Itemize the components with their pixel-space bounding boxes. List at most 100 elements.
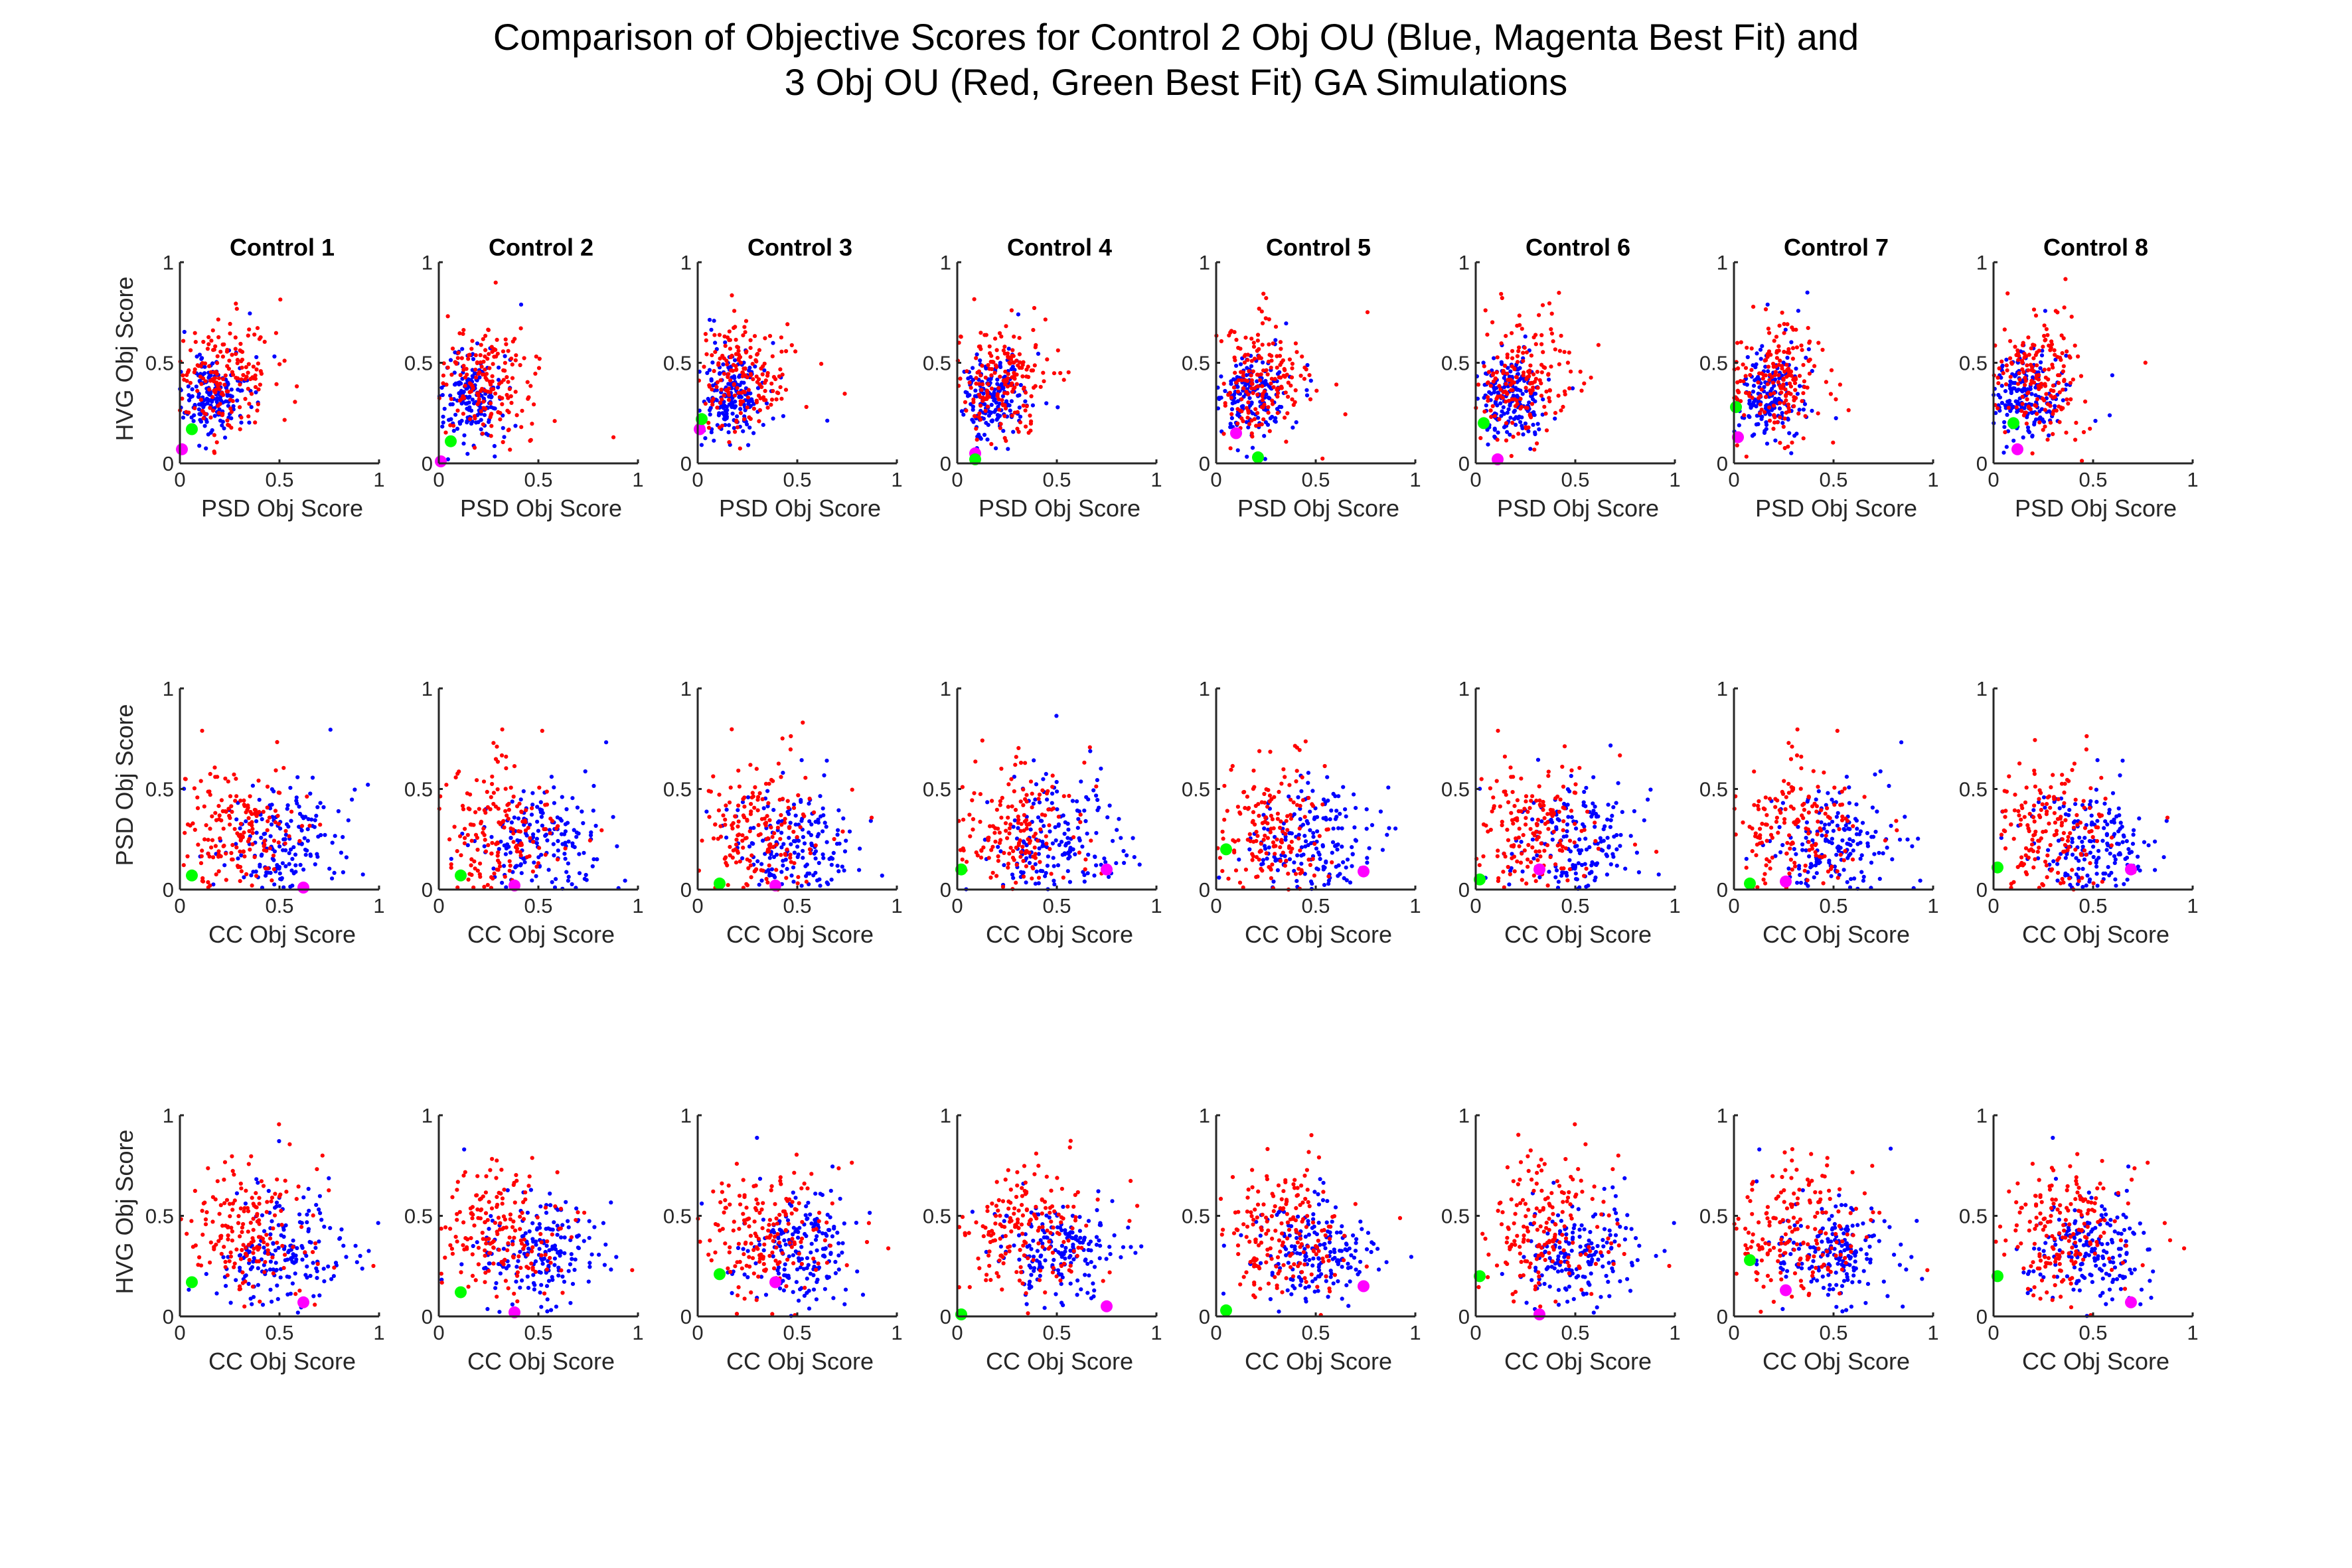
- red-point: [588, 838, 593, 843]
- red-point: [2025, 363, 2029, 368]
- red-point: [1009, 777, 1014, 781]
- blue-point: [707, 408, 712, 413]
- y-tick-label: 0.5: [1699, 352, 1728, 375]
- blue-point: [1487, 390, 1492, 394]
- red-point: [2046, 377, 2051, 382]
- red-point: [750, 791, 755, 795]
- red-point: [455, 408, 460, 413]
- blue-point: [522, 860, 527, 864]
- red-point: [1235, 389, 1241, 394]
- red-point: [473, 832, 479, 837]
- red-point: [1761, 376, 1765, 381]
- blue-point: [1794, 431, 1799, 436]
- blue-point: [1331, 826, 1336, 831]
- blue-point: [350, 797, 354, 802]
- red-point: [1249, 378, 1254, 383]
- red-point: [224, 851, 228, 856]
- red-point: [234, 845, 239, 850]
- red-point: [206, 335, 211, 339]
- blue-point: [821, 806, 825, 811]
- red-point: [444, 783, 449, 787]
- blue-point: [286, 824, 291, 829]
- red-point: [1236, 378, 1241, 382]
- blue-point: [254, 354, 259, 360]
- red-point: [1556, 394, 1561, 398]
- red-point: [1001, 348, 1006, 353]
- red-point: [734, 420, 739, 424]
- red-point: [752, 869, 757, 874]
- blue-point: [1271, 879, 1276, 884]
- green-best-fit-point: [1478, 417, 1490, 430]
- y-axis-label: HVG Obj Score: [111, 276, 138, 441]
- red-point: [256, 402, 260, 407]
- blue-point: [217, 407, 222, 412]
- red-point: [1300, 354, 1304, 359]
- red-point: [1250, 434, 1255, 439]
- red-point: [1320, 456, 1325, 461]
- blue-point: [1593, 878, 1597, 883]
- y-tick-label: 0: [422, 878, 433, 902]
- blue-point: [1786, 417, 1790, 422]
- blue-point: [1496, 430, 1500, 435]
- blue-point: [580, 809, 584, 814]
- blue-point: [1608, 743, 1613, 748]
- red-point: [1549, 327, 1553, 331]
- blue-point: [1093, 854, 1097, 859]
- red-point: [228, 331, 232, 336]
- blue-point: [2030, 433, 2035, 438]
- blue-point: [1537, 427, 1541, 431]
- red-point: [1824, 380, 1828, 384]
- x-axis-label: PSD Obj Score: [719, 495, 881, 522]
- red-point: [265, 805, 270, 810]
- red-point: [1232, 850, 1237, 855]
- red-point: [187, 368, 191, 373]
- y-tick-label: 1: [1976, 251, 1988, 274]
- blue-point: [277, 844, 282, 849]
- blue-point: [530, 803, 535, 807]
- blue-point: [235, 398, 240, 403]
- blue-point: [1801, 407, 1806, 412]
- red-point: [1774, 335, 1779, 339]
- red-point: [807, 797, 812, 801]
- red-point: [1537, 378, 1542, 382]
- blue-point: [747, 365, 752, 370]
- red-point: [2040, 396, 2045, 401]
- blue-point: [1223, 388, 1227, 394]
- blue-point: [478, 406, 483, 410]
- red-point: [1763, 358, 1768, 362]
- red-point: [273, 820, 278, 824]
- red-point: [2043, 384, 2048, 388]
- red-point: [1000, 795, 1004, 800]
- red-point: [1497, 417, 1502, 422]
- red-point: [1094, 784, 1099, 789]
- blue-point: [1235, 384, 1240, 389]
- red-point: [1330, 860, 1334, 865]
- blue-point: [1292, 860, 1296, 865]
- x-tick-label: 0: [1470, 468, 1481, 491]
- red-point: [1578, 369, 1583, 374]
- red-point: [2020, 360, 2025, 365]
- red-point: [970, 798, 975, 803]
- red-point: [789, 860, 793, 864]
- blue-point: [1348, 880, 1353, 885]
- blue-point: [1007, 403, 1012, 408]
- red-point: [1263, 815, 1268, 821]
- blue-point: [215, 396, 220, 401]
- blue-point: [1045, 864, 1050, 868]
- blue-point: [1273, 416, 1278, 421]
- blue-point: [566, 839, 571, 844]
- blue-point: [577, 852, 582, 856]
- blue-point: [1737, 423, 1741, 428]
- red-point: [1579, 388, 1584, 393]
- blue-point: [751, 431, 756, 435]
- blue-point: [1075, 826, 1080, 830]
- red-point: [712, 368, 716, 374]
- red-point: [1032, 363, 1037, 368]
- blue-point: [1378, 809, 1383, 814]
- red-point: [726, 374, 730, 380]
- red-point: [1829, 368, 1834, 372]
- red-point: [1044, 834, 1048, 838]
- red-point: [1767, 331, 1772, 335]
- red-point: [475, 360, 480, 366]
- red-point: [463, 826, 467, 831]
